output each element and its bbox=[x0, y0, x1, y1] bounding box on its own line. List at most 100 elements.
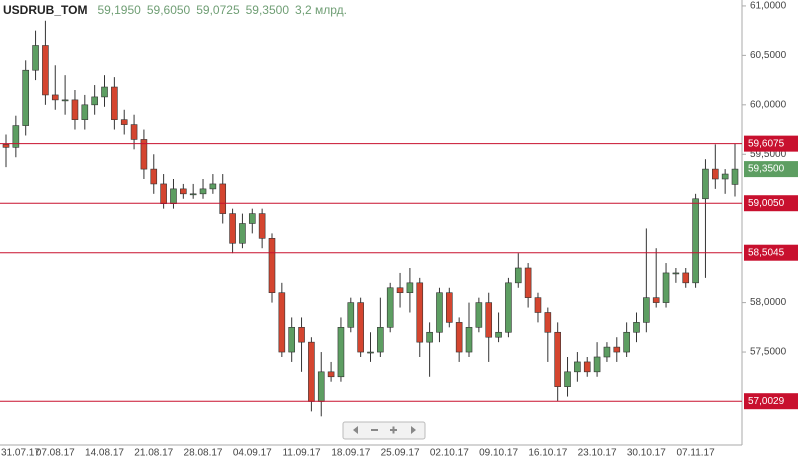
candle-body bbox=[623, 331, 630, 353]
symbol-title: USDRUB_TOM bbox=[3, 3, 88, 17]
candle-body bbox=[495, 331, 502, 338]
candle-body bbox=[189, 193, 197, 196]
candle-body bbox=[564, 371, 571, 387]
y-tick-label: 59,5000 bbox=[750, 149, 787, 160]
candle-body bbox=[120, 119, 128, 125]
x-tick-label: 18.09.17 bbox=[331, 448, 370, 459]
nav-buttons[interactable] bbox=[342, 421, 426, 440]
candle-body bbox=[416, 282, 424, 343]
candle-body bbox=[91, 96, 98, 106]
candle-body bbox=[702, 168, 709, 200]
candle-body bbox=[633, 322, 640, 333]
candle-body bbox=[258, 213, 266, 239]
candle-body bbox=[219, 183, 227, 214]
y-tick-label: 57,5000 bbox=[750, 347, 787, 358]
volume: 3,2 млрд. bbox=[295, 3, 348, 17]
candle-body bbox=[180, 188, 187, 195]
x-tick-label: 02.10.17 bbox=[430, 448, 469, 459]
candle-body bbox=[672, 272, 680, 275]
y-tick-label: 60,5000 bbox=[750, 50, 787, 61]
level-label: 58,5045 bbox=[748, 247, 785, 258]
candle-body bbox=[711, 168, 719, 180]
x-tick-label: 14.08.17 bbox=[85, 448, 124, 459]
ohlc-open: 59,1950 bbox=[97, 3, 141, 17]
candle-body bbox=[248, 213, 256, 224]
candle-body bbox=[308, 341, 315, 402]
candle-body bbox=[101, 86, 108, 98]
candle-body bbox=[268, 238, 276, 294]
y-tick-label: 58,0000 bbox=[750, 297, 787, 308]
x-tick-label: 07.08.17 bbox=[36, 448, 75, 459]
candle-body bbox=[32, 45, 39, 71]
candle-body bbox=[662, 272, 670, 303]
candle-body bbox=[682, 272, 690, 284]
candle-body bbox=[51, 94, 59, 101]
x-tick-label: 31.07.17 bbox=[1, 448, 40, 459]
candle-body bbox=[337, 327, 345, 378]
x-tick-label: 25.09.17 bbox=[381, 448, 420, 459]
candle-body bbox=[505, 282, 512, 333]
level-label-box bbox=[744, 244, 798, 261]
last-price-box bbox=[744, 161, 798, 178]
candle-body bbox=[446, 292, 453, 323]
candle-body bbox=[2, 144, 10, 148]
candle-body bbox=[130, 124, 138, 140]
level-label-box bbox=[744, 135, 798, 152]
candle-body bbox=[386, 287, 394, 328]
candle-body bbox=[574, 361, 581, 373]
candle-body bbox=[692, 198, 699, 284]
candle-body bbox=[298, 327, 305, 343]
candle-body bbox=[160, 183, 167, 205]
x-tick-label: 16.10.17 bbox=[528, 448, 567, 459]
candle-body bbox=[436, 292, 443, 333]
x-tick-label: 04.09.17 bbox=[233, 448, 272, 459]
candle-body bbox=[61, 99, 69, 102]
y-tick-label: 61,0000 bbox=[750, 1, 787, 12]
level-label: 57,0029 bbox=[748, 396, 785, 407]
candle-body bbox=[367, 351, 374, 354]
candle-body bbox=[426, 331, 433, 343]
header: USDRUB_TOM 59,1950 59,6050 59,0725 59,3500 3,… bbox=[3, 3, 353, 17]
level-label: 59,6075 bbox=[748, 138, 785, 149]
candle-body bbox=[22, 69, 30, 126]
ohlc-low: 59,0725 bbox=[196, 3, 240, 17]
candle-body bbox=[643, 297, 650, 323]
candle-body bbox=[603, 346, 611, 358]
nav-zoom-in[interactable] bbox=[390, 426, 397, 434]
y-tick-label: 60,0000 bbox=[750, 99, 787, 110]
candle-body bbox=[544, 312, 552, 333]
candle-body bbox=[150, 168, 158, 185]
candle-body bbox=[239, 223, 246, 244]
nav-left[interactable] bbox=[353, 426, 358, 434]
candle-body bbox=[317, 371, 325, 402]
candle-body bbox=[465, 327, 473, 353]
ohlc-high: 59,6050 bbox=[146, 3, 191, 17]
candle-body bbox=[278, 292, 286, 353]
x-tick-label: 11.09.17 bbox=[282, 448, 321, 459]
candle-body bbox=[554, 331, 561, 387]
nav-zoom-out[interactable] bbox=[371, 429, 378, 431]
ohlc-close: 59,3500 bbox=[245, 3, 290, 17]
level-label-box bbox=[744, 195, 798, 212]
candle-body bbox=[357, 302, 364, 353]
candle-body bbox=[81, 104, 89, 120]
candle-body bbox=[12, 125, 20, 148]
candle-body bbox=[396, 287, 404, 294]
x-tick-label: 09.10.17 bbox=[479, 448, 518, 459]
x-tick-label: 23.10.17 bbox=[578, 448, 617, 459]
candle-body bbox=[327, 371, 335, 378]
candle-body bbox=[42, 45, 49, 96]
x-tick-label: 07.11.17 bbox=[677, 448, 716, 459]
x-tick-label: 28.08.17 bbox=[184, 448, 223, 459]
candle-body bbox=[377, 327, 384, 353]
nav-bar bbox=[342, 421, 426, 440]
nav-right[interactable] bbox=[411, 426, 416, 434]
x-tick-label: 21.08.17 bbox=[134, 448, 173, 459]
candle-body bbox=[455, 322, 463, 353]
candle-body bbox=[514, 267, 522, 284]
candle-body bbox=[288, 327, 295, 353]
level-label-box bbox=[744, 393, 798, 410]
candle-body bbox=[524, 267, 532, 298]
candle-body bbox=[593, 356, 601, 373]
